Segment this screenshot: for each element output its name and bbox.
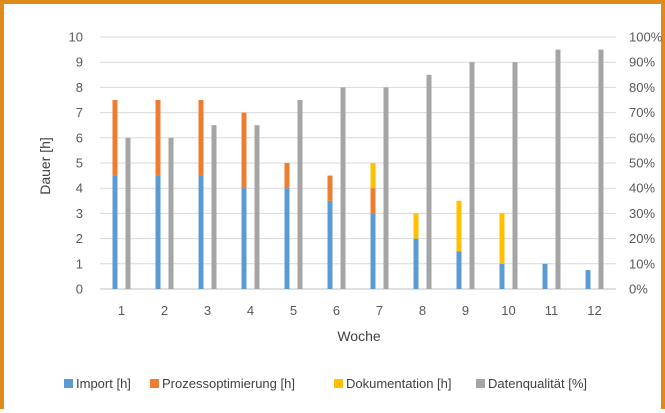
- y2-tick-label: 40%: [629, 181, 655, 196]
- y2-tick-label: 10%: [629, 256, 655, 271]
- x-tick-label: 8: [419, 303, 426, 318]
- bar-import: [198, 175, 204, 289]
- y-tick-label: 1: [76, 256, 83, 271]
- x-tick-label: 12: [587, 303, 601, 318]
- legend-label: Import [h]: [76, 376, 131, 391]
- y-axis-title: Dauer [h]: [37, 137, 53, 195]
- bar-prozessoptimierung: [155, 100, 161, 176]
- y2-tick-label: 80%: [629, 80, 655, 95]
- y2-tick-label: 70%: [629, 105, 655, 120]
- gridlines: [100, 36, 616, 290]
- bar-datenqualitaet: [469, 62, 475, 290]
- x-tick-label: 4: [247, 303, 254, 318]
- bar-datenqualitaet: [340, 87, 346, 290]
- bar-import: [413, 238, 419, 289]
- y-tick-label: 6: [76, 130, 83, 145]
- bar-prozessoptimierung: [327, 175, 333, 201]
- bar-prozessoptimierung: [284, 163, 290, 189]
- bars: [112, 49, 604, 290]
- bar-import: [456, 251, 462, 289]
- x-tick-label: 9: [462, 303, 469, 318]
- y-tick-label: 0: [76, 282, 83, 297]
- bar-datenqualitaet: [211, 125, 217, 289]
- y-tick-label: 5: [76, 156, 83, 171]
- y2-tick-label: 20%: [629, 231, 655, 246]
- x-tick-label: 6: [333, 303, 340, 318]
- y2-tick-label: 60%: [629, 130, 655, 145]
- x-tick-label: 3: [204, 303, 211, 318]
- y-tick-label: 10: [69, 30, 83, 45]
- bar-import: [585, 270, 591, 289]
- y-tick-label: 9: [76, 55, 83, 70]
- bar-import: [112, 175, 118, 289]
- legend-swatch: [334, 379, 343, 388]
- legend-swatch: [476, 379, 485, 388]
- bar-datenqualitaet: [555, 49, 561, 289]
- y-tick-label: 4: [76, 181, 83, 196]
- bar-import: [241, 188, 247, 289]
- bar-dokumentation: [499, 213, 505, 264]
- bar-dokumentation: [370, 163, 376, 189]
- y2-tick-label: 50%: [629, 156, 655, 171]
- legend-label: Datenqualität [%]: [488, 376, 587, 391]
- y2-tick-label: 0%: [629, 282, 648, 297]
- bar-import: [499, 263, 505, 289]
- x-axis-ticks: 1 2 3 4 5 6 7 8 9 10 11 12: [118, 303, 602, 318]
- bar-import: [542, 263, 548, 289]
- bar-datenqualitaet: [512, 62, 518, 290]
- bar-dokumentation: [413, 213, 419, 239]
- x-tick-label: 1: [118, 303, 125, 318]
- y2-tick-label: 90%: [629, 55, 655, 70]
- y-tick-label: 3: [76, 206, 83, 221]
- bar-import: [370, 213, 376, 289]
- y-tick-label: 7: [76, 105, 83, 120]
- y2-axis-ticks: 0% 10% 20% 30% 40% 50% 60% 70% 80% 90% 100%: [629, 30, 663, 297]
- bar-import: [327, 200, 333, 289]
- bar-datenqualitaet: [426, 74, 432, 289]
- bar-prozessoptimierung: [198, 100, 204, 176]
- bar-datenqualitaet: [125, 137, 131, 289]
- legend-label: Dokumentation [h]: [346, 376, 452, 391]
- bar-datenqualitaet: [254, 125, 260, 289]
- y-tick-label: 8: [76, 80, 83, 95]
- bar-import: [284, 188, 290, 289]
- bar-datenqualitaet: [383, 87, 389, 290]
- x-tick-label: 10: [501, 303, 515, 318]
- x-axis-title: Woche: [337, 328, 381, 344]
- bar-prozessoptimierung: [112, 100, 118, 176]
- bar-dokumentation: [456, 200, 462, 252]
- legend-swatch: [64, 379, 73, 388]
- y-tick-label: 2: [76, 231, 83, 246]
- bar-import: [155, 175, 161, 289]
- bar-datenqualitaet: [168, 137, 174, 289]
- x-tick-label: 7: [376, 303, 383, 318]
- legend: Import [h] Prozessoptimierung [h] Dokument…: [64, 376, 587, 391]
- bar-datenqualitaet: [297, 100, 303, 289]
- x-tick-label: 5: [290, 303, 297, 318]
- y2-tick-label: 30%: [629, 206, 655, 221]
- y2-tick-label: 100%: [629, 30, 663, 45]
- legend-label: Prozessoptimierung [h]: [162, 376, 295, 391]
- y-axis-ticks: 0 1 2 3 4 5 6 7 8 9 10: [69, 30, 83, 297]
- x-tick-label: 11: [545, 303, 559, 318]
- bar-prozessoptimierung: [370, 188, 376, 214]
- bar-prozessoptimierung: [241, 112, 247, 189]
- legend-swatch: [150, 379, 159, 388]
- x-tick-label: 2: [161, 303, 168, 318]
- bar-datenqualitaet: [598, 49, 604, 289]
